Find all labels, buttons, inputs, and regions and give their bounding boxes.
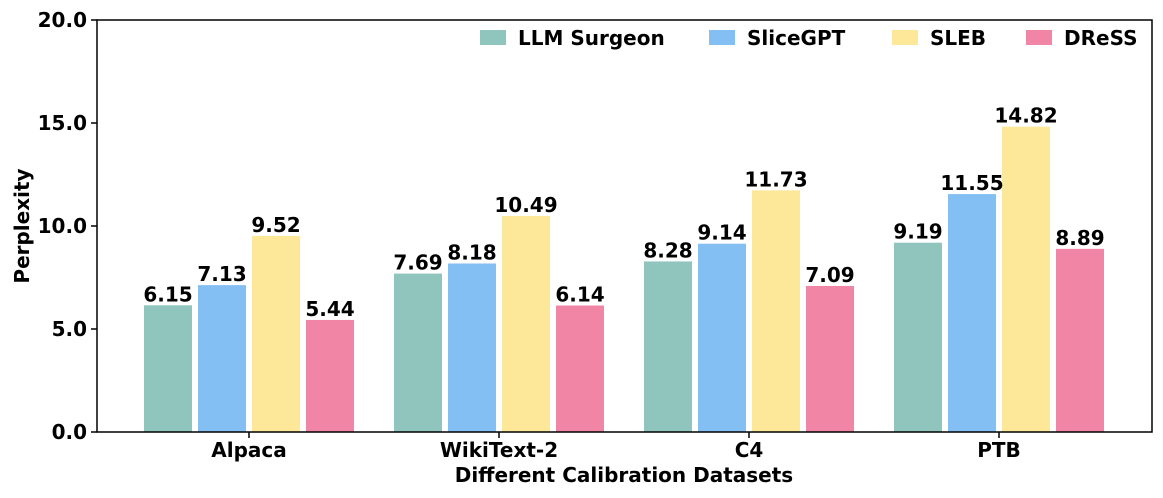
legend-label: SliceGPT — [747, 26, 846, 50]
bar-llm-surgeon-wikitext-2 — [394, 273, 442, 432]
bar-labels-layer: 6.157.139.525.447.69 8.1810.496.148.289.1… — [143, 104, 1104, 321]
bar-dress-ptb — [1056, 248, 1104, 432]
legend-label: SLEB — [930, 26, 986, 50]
data-label: 14.82 — [994, 104, 1057, 128]
bar-slicegpt-c4 — [698, 243, 746, 432]
legend-swatch — [892, 30, 918, 45]
bar-sleb-wikitext-2 — [502, 215, 550, 432]
data-label: 8.18 — [447, 240, 496, 264]
bar-llm-surgeon-ptb — [894, 242, 942, 432]
bar-sleb-c4 — [752, 190, 800, 432]
data-label: 7.09 — [805, 263, 854, 287]
data-label: 7.69 — [393, 251, 442, 275]
bar-sleb-ptb — [1002, 126, 1050, 432]
y-tick-label: 10.0 — [38, 214, 87, 238]
x-tick-label: PTB — [977, 438, 1021, 462]
data-label: 8.28 — [643, 238, 692, 262]
legend-swatch — [709, 30, 735, 45]
bar-sleb-alpaca — [252, 235, 300, 432]
bar-dress-c4 — [806, 285, 854, 432]
data-label: 9.52 — [251, 213, 300, 237]
bar-slicegpt-alpaca — [198, 285, 246, 432]
x-tick-label: WikiText-2 — [440, 438, 558, 462]
data-label: 7.13 — [197, 262, 246, 286]
y-axis-label: Perplexity — [10, 168, 34, 283]
bar-llm-surgeon-c4 — [644, 261, 692, 432]
x-axis-label: Different Calibration Datasets — [455, 463, 793, 487]
x-tick-label: C4 — [735, 438, 764, 462]
y-tick-label: 0.0 — [52, 420, 87, 444]
bar-dress-wikitext-2 — [556, 305, 604, 432]
bar-slicegpt-wikitext-2 — [448, 263, 496, 432]
y-tick-label: 15.0 — [38, 111, 87, 135]
x-axis: Alpaca WikiText-2 C4 PTB — [211, 432, 1021, 462]
legend-swatch — [480, 30, 506, 45]
data-label: 11.73 — [744, 167, 807, 191]
data-label: 11.55 — [940, 171, 1003, 195]
x-tick-label: Alpaca — [211, 438, 287, 462]
bar-llm-surgeon-alpaca — [144, 305, 192, 432]
legend-swatch — [1026, 30, 1052, 45]
y-tick-label: 20.0 — [38, 8, 87, 32]
data-label: 9.14 — [697, 221, 746, 245]
legend: LLM Surgeon SliceGPT SLEB DReSS — [480, 26, 1137, 50]
y-axis: 0.0 5.0 10.0 15.0 20.0 — [38, 8, 97, 444]
legend-label: DReSS — [1064, 26, 1137, 50]
data-label: 6.15 — [143, 282, 192, 306]
data-label: 10.49 — [494, 193, 557, 217]
data-label: 9.19 — [893, 220, 942, 244]
bar-slicegpt-ptb — [948, 194, 996, 432]
y-tick-label: 5.0 — [52, 317, 87, 341]
legend-label: LLM Surgeon — [518, 26, 665, 50]
data-label: 8.89 — [1055, 226, 1104, 250]
bar-dress-alpaca — [306, 319, 354, 432]
data-label: 5.44 — [305, 297, 354, 321]
data-label: 6.14 — [555, 283, 604, 307]
bars-layer — [144, 126, 1104, 432]
